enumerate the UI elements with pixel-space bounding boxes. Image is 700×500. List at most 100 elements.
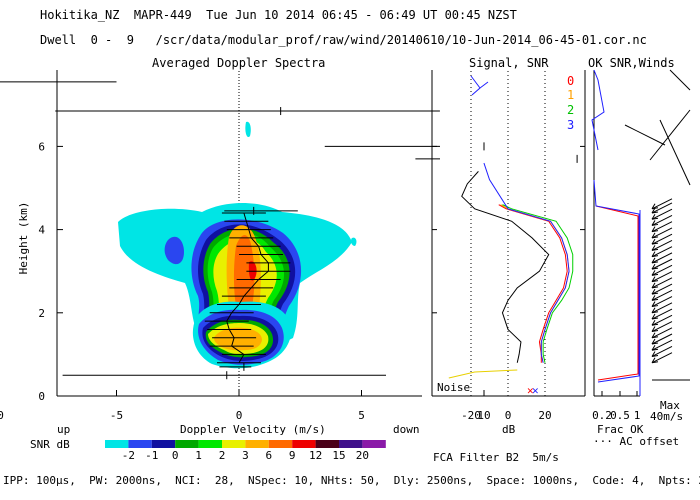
wind-barb-head <box>651 220 659 226</box>
colorbar-title: SNR dB <box>30 438 70 451</box>
colorbar-label: -1 <box>145 449 158 462</box>
noise-label: Noise <box>437 381 471 394</box>
frac-ok-label: Frac OK <box>597 423 644 436</box>
x-right-down-label: down <box>393 423 420 436</box>
wind-barb <box>651 289 673 301</box>
wind-barb <box>651 233 673 245</box>
y-axis-label: Height (km) <box>17 202 30 275</box>
channel-0-label: 0 <box>567 74 575 88</box>
wind-barb-head <box>651 213 659 220</box>
wind-arrow-upper <box>624 124 666 146</box>
colorbar-swatch-10 <box>339 440 363 448</box>
wind-barb <box>651 346 673 357</box>
snr-panel: -20 0 20✕✕ <box>431 70 586 422</box>
colorbar-swatch-9 <box>315 440 339 448</box>
wind-barb <box>651 208 673 220</box>
wind-barb-head <box>651 295 659 301</box>
snr-blob-top <box>245 121 251 138</box>
colorbar-swatch-3 <box>175 440 199 448</box>
colorbar-swatch-7 <box>268 440 293 448</box>
noise-line <box>448 369 518 379</box>
y-tick-label: 2 <box>38 307 45 320</box>
colorbar-label: 0 <box>172 449 179 462</box>
wind-barb <box>651 198 673 210</box>
wind-barb <box>651 352 673 364</box>
winds-panel-title: OK SNR,Winds <box>588 56 675 70</box>
max-label: Max <box>660 399 680 412</box>
snr-x-tick-label: 0 <box>505 409 512 422</box>
wind-barb-head <box>651 338 659 345</box>
colorbar-label: 20 <box>356 449 369 462</box>
snr-panel-title: Signal, SNR <box>469 56 549 70</box>
wind-barb-head <box>651 332 659 339</box>
colorbar-label: 6 <box>265 449 272 462</box>
y-tick-label: 6 <box>38 140 45 153</box>
wind-barb-head <box>651 270 659 276</box>
colorbar-swatch-8 <box>292 440 316 448</box>
wind-arrow-upper <box>659 119 691 186</box>
snr-x-tick-label: 20 <box>538 409 551 422</box>
x-left-up-label: up <box>57 423 71 436</box>
snr-series-1 <box>500 204 570 363</box>
wind-barb <box>651 314 673 326</box>
snr-series-0 <box>498 204 568 363</box>
colorbar-swatch-0 <box>105 440 129 448</box>
wind-x-tick-label: 0.2 <box>592 409 612 422</box>
snr-series-2 <box>502 204 574 363</box>
colorbar-label: 1 <box>195 449 202 462</box>
wind-barb-head <box>651 203 659 210</box>
wind-barb-head <box>651 351 659 357</box>
snr-contour-lower-5 <box>214 327 262 351</box>
wind-barb-head <box>651 326 659 333</box>
wind-barb <box>651 333 673 345</box>
colorbar-swatch-2 <box>151 440 176 448</box>
wind-barb-head <box>651 357 659 364</box>
snr-x-tick-label: -20 <box>461 409 481 422</box>
spectra-title: Averaged Doppler Spectra <box>152 56 326 70</box>
wind-barb <box>651 327 673 339</box>
wind-panel: 0.20.5 1 <box>591 69 691 422</box>
channel-2-label: 2 <box>567 103 575 117</box>
wind-barb-head <box>651 226 659 233</box>
wind-barb <box>651 308 673 320</box>
wind-barb <box>651 283 673 295</box>
max-speed-label: 40m/s <box>650 410 684 423</box>
wind-barb <box>651 214 673 226</box>
header-title: Hokitika_NZ MAPR-449 Tue Jun 10 2014 06:… <box>40 8 517 22</box>
wind-barb <box>651 302 673 314</box>
wind-barb-head <box>651 238 659 245</box>
colorbar-label: 3 <box>242 449 249 462</box>
footer-params: IPP: 100μs, PW: 2000ns, NCI: 28, NSpec: … <box>3 474 700 487</box>
wind-barb <box>651 221 673 233</box>
channel-3-label: 3 <box>567 118 575 132</box>
x-tick-label: 10 <box>477 409 490 422</box>
frac-ok-red-line <box>595 205 639 381</box>
colorbar-swatch-11 <box>362 440 386 448</box>
header-dwell-path: Dwell 0 - 9 /scr/data/modular_prof/raw/w… <box>40 33 647 47</box>
snr-series-signal-black <box>461 171 550 363</box>
wind-barb-head <box>651 307 659 314</box>
x-axis-label: Doppler Velocity (m/s) <box>180 423 326 436</box>
top-blue-scribble <box>470 75 489 96</box>
colorbar-label: 9 <box>289 449 296 462</box>
x-tick-label: 5 <box>358 409 365 422</box>
frac-ok-profile <box>591 69 640 383</box>
colorbar-swatch-4 <box>198 440 222 448</box>
y-tick-label: 4 <box>38 224 45 237</box>
snr-blob-left <box>164 236 184 265</box>
wind-arrow-upper <box>669 69 691 91</box>
fca-filter-label: FCA Filter B2 5m/s <box>433 451 559 464</box>
wind-barb-head <box>651 257 659 264</box>
wind-barb <box>651 239 673 251</box>
y-tick-label: 0 <box>38 390 45 403</box>
wind-barb <box>651 258 673 270</box>
wind-barb <box>651 296 673 308</box>
colorbar-swatch-1 <box>128 440 152 448</box>
colorbar-label: 15 <box>332 449 345 462</box>
wind-barb <box>651 252 673 264</box>
wind-barb-head <box>651 282 659 289</box>
wind-barb-head <box>651 251 659 258</box>
